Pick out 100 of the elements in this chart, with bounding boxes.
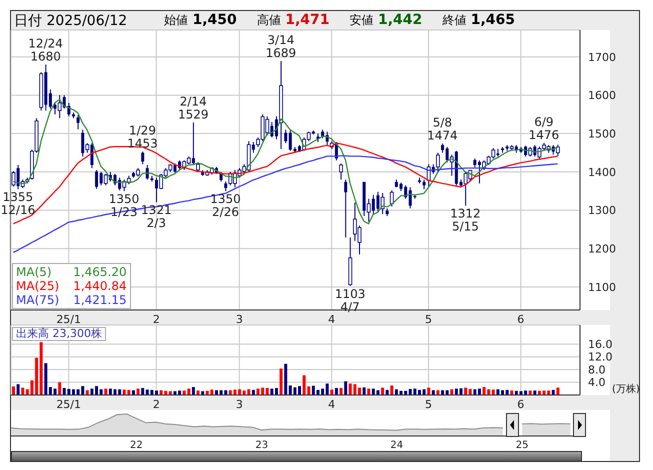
candlestick [146,164,149,180]
bar [330,390,334,395]
text: 安値 1,442 [350,12,422,28]
bar [182,390,186,395]
bar [280,368,283,395]
text: 高値 1,471 [256,12,330,28]
x-tick-label: 22 [130,440,143,452]
annotation: 6/9 1476 [528,114,560,142]
bar [367,388,370,395]
bar [210,390,214,395]
bar [528,390,532,395]
x-tick-label: 24 [390,440,404,452]
bar [104,388,108,395]
bar [302,375,306,395]
x-tick-label: 5 [425,312,432,326]
x-tick-label: 4 [328,398,336,411]
bar [132,390,135,395]
bar [482,387,486,395]
candlestick [344,179,348,238]
bar [256,388,260,395]
bar [427,388,430,395]
bar [492,390,495,395]
candlestick [95,170,98,190]
candlestick [464,171,468,206]
bar [436,390,440,395]
candlestick [380,192,384,215]
bar [307,386,310,395]
y-tick-label: 1200 [588,242,616,256]
candlestick [284,129,288,144]
annotation: 1/29 1453 [127,124,158,151]
bar [344,381,348,395]
y-tick-label: 12.0 [588,350,612,364]
bar [192,387,195,395]
bar [274,388,278,395]
bar [464,388,468,395]
text: MA(5) 1,465.20 [16,265,127,279]
bar [556,388,560,395]
chart-title: 日付 2025/06/12 [13,12,128,30]
text: 終値 1,465 [442,12,515,28]
candlestick [436,152,440,172]
y-tick-label: 1700 [588,50,616,64]
candlestick [141,151,144,165]
bar [334,388,338,395]
text: MA(75) 1,421.15 [16,293,127,307]
bar [141,388,144,395]
y-tick-label: 1400 [588,166,616,179]
annotation: 1321 2/3 [141,203,172,230]
x-tick-label: 23 [255,440,268,452]
bar [432,390,435,395]
text: MA(25) 1,440.84 [16,279,127,293]
bar [187,388,190,395]
y-axis-title: (万株) [612,382,640,396]
y-tick-label: 1600 [588,89,616,102]
x-tick-label: 6 [517,398,524,411]
annotation: 1350 2/26 [210,192,241,220]
bar [201,391,204,395]
bar [168,391,172,395]
bar [136,388,140,395]
bar [478,388,481,395]
bar [533,390,536,395]
y-tick-label: 1500 [588,127,616,140]
candlestick [422,179,426,190]
y-tick-label: 1300 [588,204,616,218]
candlestick [104,173,108,186]
x-tick-label: 25 [516,440,529,452]
bar [86,390,89,395]
x-tick-label: 2 [152,398,160,411]
bar [12,386,15,395]
candlestick [339,162,343,180]
annotation: 5/8 1474 [427,116,458,143]
bar [362,387,366,395]
x-tick-label: 3 [236,398,243,411]
bar [510,390,514,395]
bar [62,388,66,395]
bar [376,390,380,395]
bar [390,385,394,395]
bar [284,364,288,395]
annotation: 3/14 1689 [266,33,296,60]
candlestick [12,170,16,187]
y-tick-label: 16.0 [588,338,612,351]
candlestick [76,114,80,130]
bar [340,388,343,395]
text: 始値 1,450 [164,12,237,28]
annotation: 12/24 1680 [28,36,63,64]
candlestick [58,94,62,119]
bar [16,384,20,395]
bar [196,390,200,395]
chart-title: 出来高 23,300株 [12,327,106,341]
x-tick-label: 3 [236,312,243,326]
x-tick-label: 25/1 [56,312,82,326]
bar [160,390,163,395]
x-tick-label: 5 [425,398,432,411]
y-tick-label: 4.0 [588,376,606,390]
annotation: 1312 5/15 [450,206,481,234]
x-tick-label: 2 [152,312,160,326]
bar [381,388,384,395]
y-tick-label: 8.0 [588,363,606,376]
y-tick-label: 1100 [588,280,616,294]
x-tick-label: 4 [328,312,336,326]
bar [21,388,24,395]
